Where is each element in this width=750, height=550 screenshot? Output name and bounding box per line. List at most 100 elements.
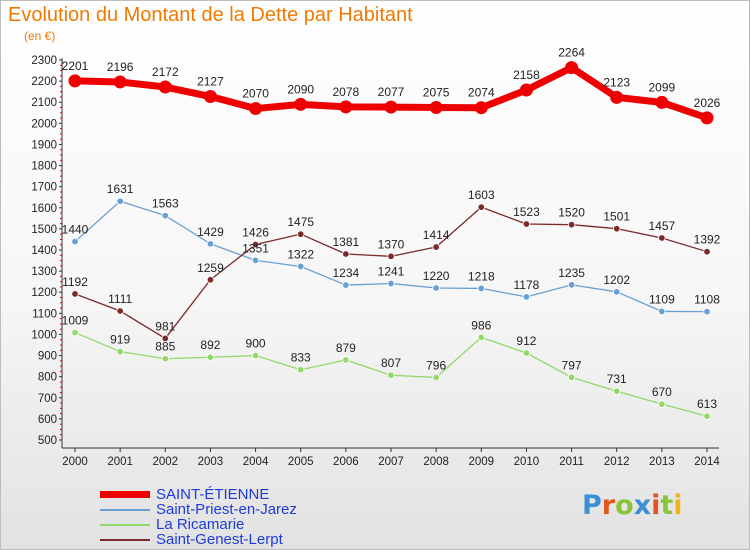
legend-label: Saint-Genest-Lerpt — [156, 531, 283, 548]
x-tick-label: 2001 — [107, 456, 133, 468]
data-label: 1501 — [603, 210, 630, 224]
data-point — [613, 288, 621, 296]
legend-item: La Ricamarie — [100, 517, 297, 532]
y-tick-label: 2000 — [31, 118, 57, 130]
legend-label: Saint-Priest-en-Jarez — [156, 501, 297, 518]
x-tick-label: 2002 — [152, 456, 178, 468]
data-label: 613 — [697, 397, 717, 411]
data-label: 900 — [246, 337, 266, 351]
y-tick-label: 1700 — [31, 182, 57, 194]
x-tick-label: 2009 — [468, 456, 494, 468]
legend: SAINT-ÉTIENNE Saint-Priest-en-Jarez La Ric… — [100, 487, 297, 547]
legend-item: Saint-Genest-Lerpt — [100, 532, 297, 547]
data-label: 807 — [381, 356, 401, 370]
data-label: 1426 — [242, 226, 269, 240]
data-label: 2123 — [603, 75, 630, 89]
data-point — [161, 334, 169, 343]
data-label: 731 — [607, 372, 627, 386]
data-point — [658, 400, 666, 408]
data-point — [610, 90, 624, 104]
data-point — [251, 240, 260, 249]
data-point — [567, 220, 576, 229]
data-label: 2026 — [694, 96, 721, 110]
data-label: 1457 — [649, 219, 676, 233]
data-point — [519, 83, 533, 97]
y-tick-label: 2100 — [31, 97, 57, 109]
y-tick-label: 900 — [38, 351, 57, 363]
data-point — [703, 247, 711, 256]
data-point — [387, 252, 395, 261]
data-label: 2070 — [242, 87, 269, 101]
data-point — [613, 224, 621, 233]
data-label: 1475 — [287, 215, 314, 229]
x-tick-label: 2004 — [243, 456, 269, 468]
data-label: 796 — [426, 359, 446, 373]
logo-letter: t — [660, 490, 674, 521]
data-point — [474, 101, 488, 115]
data-label: 981 — [155, 319, 175, 333]
x-tick-label: 2006 — [333, 456, 359, 468]
data-label: 1520 — [558, 206, 585, 220]
data-label: 1241 — [378, 265, 405, 279]
data-point — [294, 97, 308, 111]
data-point — [339, 100, 353, 114]
data-label: 1631 — [107, 182, 134, 196]
data-point — [203, 90, 217, 104]
data-label: 2074 — [468, 86, 495, 100]
data-point — [297, 366, 305, 374]
y-tick-label: 1200 — [31, 287, 57, 299]
legend-item: Saint-Priest-en-Jarez — [100, 502, 297, 517]
y-tick-label: 1400 — [31, 245, 57, 257]
legend-swatch — [100, 538, 150, 541]
logo-letter: P — [582, 490, 602, 521]
data-point — [432, 373, 440, 382]
y-tick-label: 1600 — [31, 203, 57, 215]
data-point — [658, 234, 666, 242]
legend-swatch — [100, 508, 150, 511]
data-label: 2127 — [197, 75, 224, 89]
data-point — [342, 250, 350, 258]
y-tick-label: 600 — [38, 414, 57, 426]
data-label: 1563 — [152, 197, 179, 211]
data-point — [116, 197, 124, 205]
data-label: 1192 — [62, 275, 88, 289]
data-point — [522, 220, 531, 228]
y-tick-label: 800 — [38, 372, 57, 384]
data-label: 1108 — [694, 293, 720, 307]
legend-swatch — [100, 491, 150, 498]
data-label: 1381 — [333, 235, 360, 249]
data-label: 912 — [516, 334, 536, 348]
data-label: 919 — [110, 333, 130, 347]
data-label: 2077 — [378, 85, 405, 99]
data-point — [161, 211, 169, 220]
data-label: 1202 — [603, 273, 630, 287]
data-label: 2099 — [649, 80, 676, 94]
data-point — [477, 284, 485, 293]
data-point — [206, 353, 215, 361]
x-tick-label: 2003 — [198, 456, 224, 468]
logo-letter: i — [673, 490, 683, 521]
chart-title: Evolution du Montant de la Dette par Hab… — [8, 4, 413, 26]
data-point — [71, 237, 79, 246]
y-tick-label: 1500 — [31, 224, 57, 236]
data-point — [522, 349, 531, 357]
data-point — [206, 240, 215, 248]
data-label: 1351 — [242, 241, 269, 255]
data-point — [342, 356, 350, 364]
data-label: 797 — [562, 358, 582, 372]
x-tick-label: 2010 — [514, 456, 540, 468]
data-label: 1009 — [62, 314, 89, 328]
y-tick-label: 700 — [38, 393, 57, 405]
data-label: 2075 — [423, 86, 450, 100]
data-point — [522, 293, 531, 301]
data-point — [116, 307, 124, 315]
data-point — [387, 279, 395, 288]
data-point — [703, 307, 711, 316]
data-label: 1392 — [694, 233, 721, 247]
data-point — [387, 371, 395, 379]
x-tick-label: 2012 — [604, 456, 630, 468]
y-tick-label: 1000 — [31, 329, 57, 341]
logo-letter: i — [651, 490, 661, 521]
y-tick-label: 2300 — [31, 55, 57, 67]
